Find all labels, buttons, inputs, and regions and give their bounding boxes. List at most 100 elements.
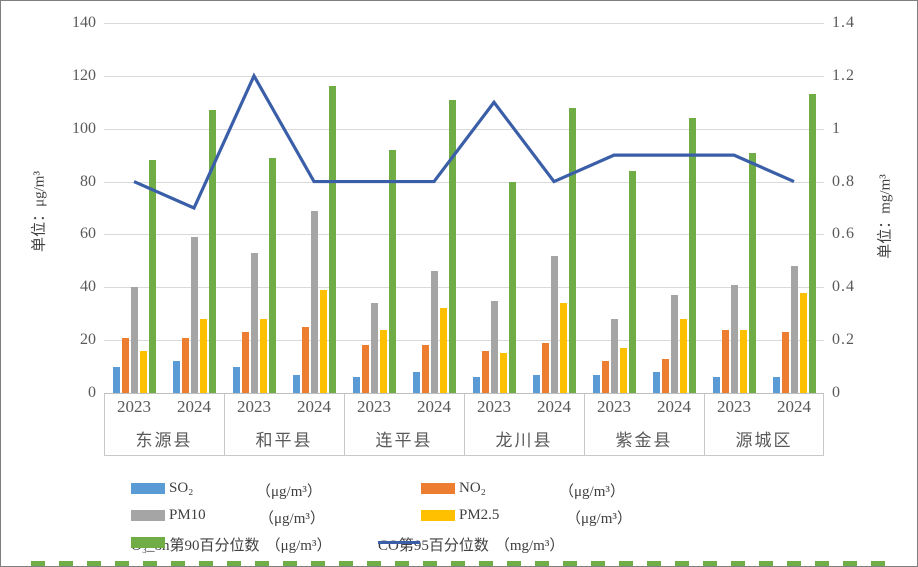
- legend-unit-PM2.5: （μg/m³）: [566, 511, 632, 527]
- left-tick-140: 140: [72, 14, 96, 31]
- bar-PM10-源城区 2024: [790, 266, 798, 393]
- bar-NO₂-紫金县 2023: [601, 361, 609, 393]
- legend-item-O₃_8h第90百分位数: O₃_8h第90百分位数 （μg/m³）: [131, 534, 331, 554]
- legend-unit-CO第95百分位数: （mg/m³）: [494, 538, 565, 554]
- bar-NO₂-东源县 2024: [181, 337, 189, 393]
- bar-PM10-东源县 2023: [130, 287, 138, 393]
- year-label-源城区-2023: 2023: [717, 397, 751, 416]
- left-tick-60: 60: [80, 225, 96, 243]
- gridline-60: [104, 234, 824, 236]
- county-label-和平县: 和平县: [255, 431, 313, 450]
- gridline-120: [104, 75, 824, 77]
- bar-PM10-龙川县 2023: [490, 300, 498, 393]
- bar-PM2.5-源城区 2024: [799, 292, 807, 393]
- bar-O₃_8h第90百分位数-紫金县 2023: [628, 171, 636, 393]
- bar-O₃_8h第90百分位数-东源县 2024: [208, 110, 216, 393]
- gridline-20: [104, 340, 824, 342]
- left-tick-0: 0: [88, 384, 96, 401]
- gridline-40: [104, 287, 824, 289]
- legend-color-swatch-PM10: [131, 510, 165, 521]
- year-label-东源县-2024: 2024: [177, 397, 211, 416]
- bar-PM2.5-东源县 2024: [199, 319, 207, 393]
- bar-O₃_8h第90百分位数-连平县 2024: [448, 99, 456, 393]
- category-separator: [823, 394, 824, 455]
- legend-color-swatch-SO₂: [131, 483, 165, 494]
- county-label-紫金县: 紫金县: [615, 431, 673, 450]
- bar-PM2.5-紫金县 2024: [679, 319, 687, 393]
- bar-PM2.5-源城区 2023: [739, 329, 747, 393]
- bar-PM10-和平县 2023: [250, 252, 258, 393]
- bar-NO₂-龙川县 2024: [541, 342, 549, 393]
- bar-O₃_8h第90百分位数-东源县 2023: [148, 160, 156, 393]
- bar-SO₂-源城区 2024: [772, 377, 780, 393]
- bar-O₃_8h第90百分位数-和平县 2024: [328, 86, 336, 393]
- year-label-和平县-2024: 2024: [297, 397, 331, 416]
- gridline-100: [104, 128, 824, 130]
- bar-SO₂-和平县 2023: [232, 366, 240, 393]
- year-label-连平县-2024: 2024: [417, 397, 451, 416]
- category-separator: [104, 394, 105, 455]
- chart-legend: SO₂ （μg/m³） NO₂ （μg/m³） PM10 （μg/m³） PM2.5 （μg/…: [1, 469, 917, 557]
- legend-unit-NO₂: （μg/m³）: [559, 484, 625, 500]
- bar-O₃_8h第90百分位数-和平县 2023: [268, 157, 276, 393]
- left-tick-100: 100: [72, 119, 96, 137]
- legend-line-swatch-CO第95百分位数: [378, 541, 420, 544]
- legend-label-PM2.5: PM2.5: [459, 507, 500, 523]
- bar-SO₂-龙川县 2023: [472, 377, 480, 393]
- bar-O₃_8h第90百分位数-紫金县 2024: [688, 118, 696, 393]
- bar-NO₂-东源县 2023: [121, 337, 129, 393]
- bar-O₃_8h第90百分位数-连平县 2023: [388, 149, 396, 393]
- bar-O₃_8h第90百分位数-源城区 2024: [808, 94, 816, 393]
- bar-NO₂-和平县 2023: [241, 332, 249, 393]
- plot-area: [104, 23, 824, 393]
- year-label-紫金县-2023: 2023: [597, 397, 631, 416]
- county-label-源城区: 源城区: [735, 431, 793, 450]
- bar-PM10-连平县 2023: [370, 303, 378, 393]
- right-tick-1.2: 1.2: [832, 66, 855, 84]
- bar-PM10-紫金县 2023: [610, 319, 618, 393]
- right-tick-0.8: 0.8: [832, 172, 855, 190]
- category-separator: [224, 394, 225, 455]
- county-label-东源县: 东源县: [135, 431, 193, 450]
- left-axis-title: 单位：μg/m³: [31, 171, 48, 252]
- legend-item-CO第95百分位数: CO第95百分位数 （mg/m³）: [378, 534, 564, 554]
- right-tick-0.4: 0.4: [832, 278, 855, 296]
- right-tick-0: 0: [832, 384, 841, 401]
- year-label-龙川县-2023: 2023: [477, 397, 511, 416]
- right-tick-1.4: 1.4: [832, 14, 855, 31]
- bar-SO₂-紫金县 2023: [592, 374, 600, 393]
- category-separator: [344, 394, 345, 455]
- legend-unit-PM10: （μg/m³）: [259, 511, 325, 527]
- year-label-东源县-2023: 2023: [117, 397, 151, 416]
- legend-color-swatch-O₃_8h第90百分位数: [131, 537, 165, 548]
- legend-color-swatch-PM2.5: [421, 510, 455, 521]
- legend-label-NO₂: NO₂: [459, 480, 486, 496]
- right-tick-0.6: 0.6: [832, 225, 855, 243]
- bar-PM10-紫金县 2024: [670, 295, 678, 393]
- left-tick-80: 80: [80, 172, 96, 190]
- bar-PM10-龙川县 2024: [550, 255, 558, 393]
- bar-SO₂-龙川县 2024: [532, 374, 540, 393]
- legend-label-PM10: PM10: [169, 507, 206, 523]
- legend-unit-SO₂: （μg/m³）: [256, 484, 322, 500]
- bar-PM2.5-和平县 2023: [259, 319, 267, 393]
- bar-PM10-连平县 2024: [430, 271, 438, 393]
- bar-SO₂-连平县 2024: [412, 371, 420, 393]
- gridline-140: [104, 23, 824, 24]
- bar-PM2.5-和平县 2024: [319, 289, 327, 393]
- cropped-next-row-strip: [31, 561, 891, 566]
- bar-PM2.5-龙川县 2024: [559, 303, 567, 393]
- bar-PM2.5-紫金县 2023: [619, 348, 627, 393]
- bar-PM10-东源县 2024: [190, 237, 198, 393]
- bar-O₃_8h第90百分位数-源城区 2023: [748, 152, 756, 393]
- year-label-源城区-2024: 2024: [777, 397, 811, 416]
- year-label-连平县-2023: 2023: [357, 397, 391, 416]
- bar-O₃_8h第90百分位数-龙川县 2023: [508, 181, 516, 393]
- county-label-龙川县: 龙川县: [495, 431, 553, 450]
- legend-label-SO₂: SO₂: [169, 480, 194, 496]
- bar-SO₂-源城区 2023: [712, 377, 720, 393]
- year-label-龙川县-2024: 2024: [537, 397, 571, 416]
- gridline-80: [104, 181, 824, 183]
- bar-PM2.5-龙川县 2023: [499, 353, 507, 393]
